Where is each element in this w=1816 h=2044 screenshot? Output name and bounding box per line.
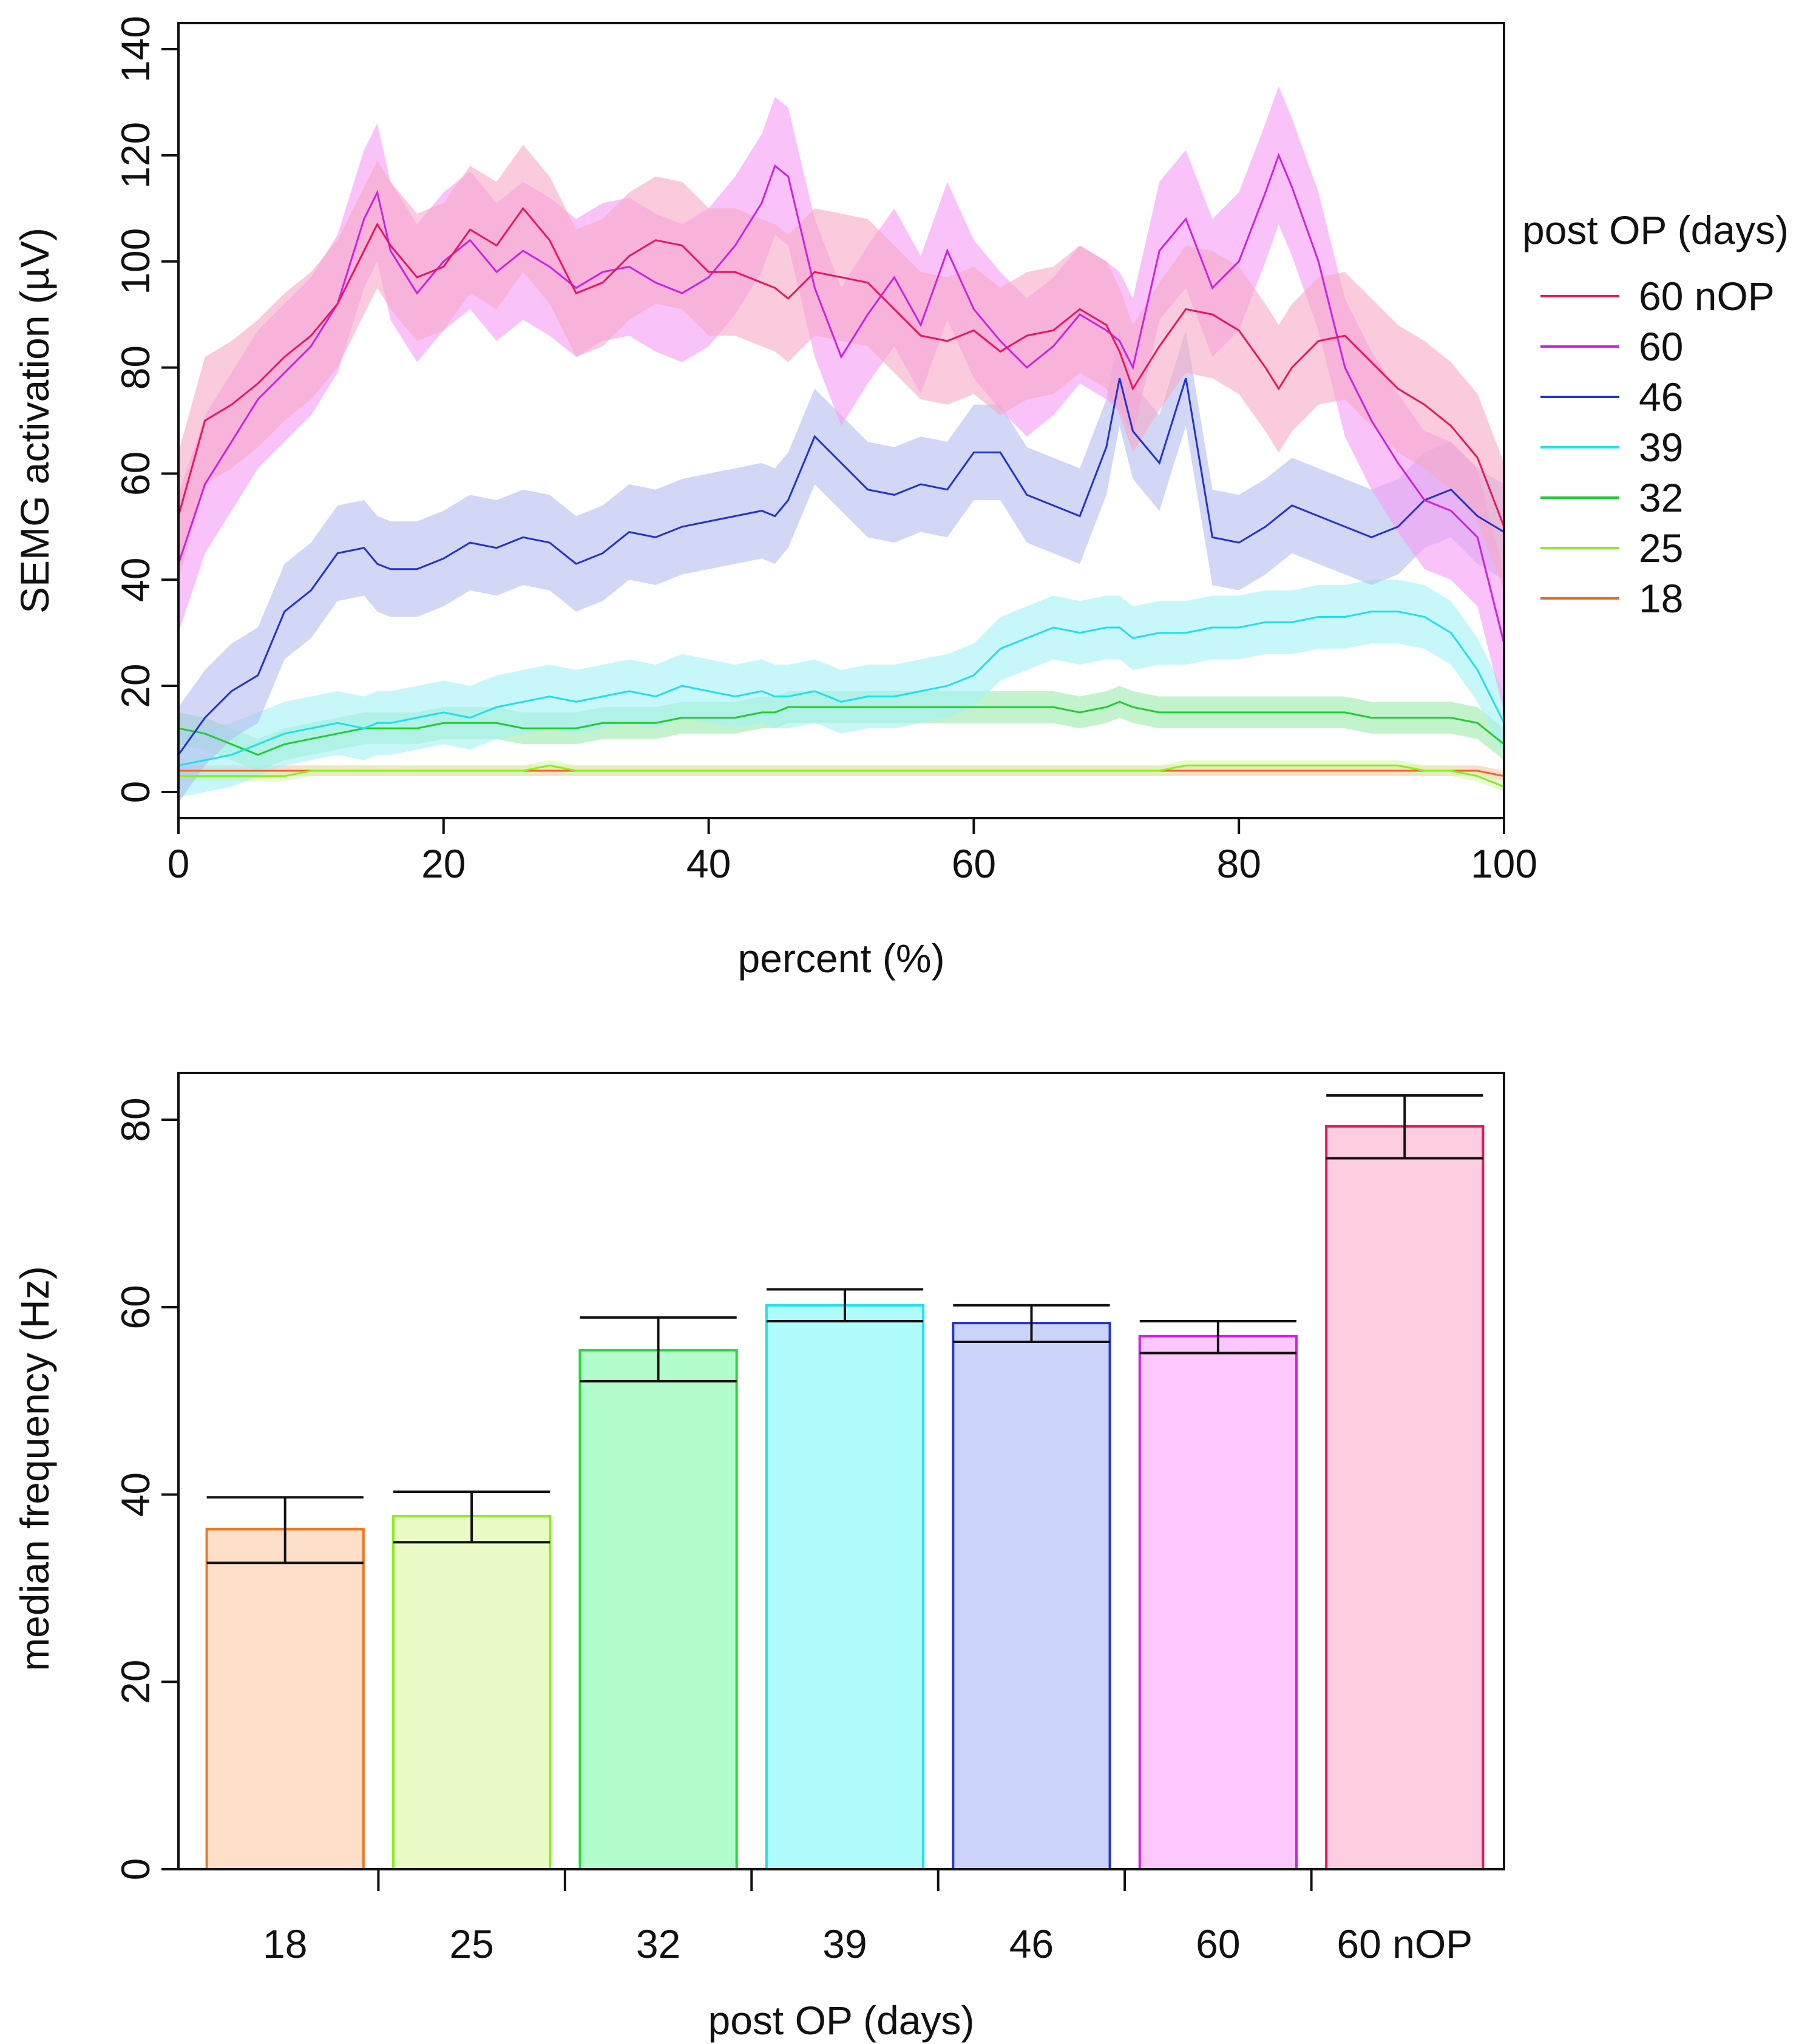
y-tick-label: 60 [113,1285,158,1329]
x-category-label: 39 [822,1921,867,1966]
bar-32 [578,1349,738,1871]
y-tick-label: 80 [113,1097,158,1142]
band-39 [178,580,1504,797]
series-line-60-nOP [177,206,1505,527]
y-tick-label: 40 [113,1472,158,1517]
legend-label: 25 [1639,526,1683,570]
x-category-label: 46 [1009,1921,1054,1966]
legend-label: 60 nOP [1639,274,1775,319]
band-60-nOP [178,144,1504,591]
confidence-bands [178,86,1504,803]
bar-18 [205,1528,365,1870]
y-tick-label: 0 [113,781,158,804]
x-axis-label: post OP (days) [708,1998,975,2043]
bar-25 [392,1515,552,1870]
y-tick-label: 20 [113,1660,158,1704]
x-axis-ticks: 0 20 40 60 80 100 [168,818,1537,886]
y-tick-label: 80 [113,345,158,390]
median-frequency-chart: 0 20 40 60 80 18 25 32 39 46 60 60 nOP post OP (da… [12,1072,1505,2043]
x-category-label: 60 nOP [1337,1921,1472,1966]
y-tick-label: 0 [113,1858,158,1881]
bar-60-nOP [1325,1125,1485,1870]
x-tick-label: 0 [168,841,190,886]
bar-39 [765,1304,925,1871]
legend: post OP (days) 60 nOP 60 46 39 32 25 18 [1522,208,1789,621]
x-category-label: 32 [636,1921,680,1966]
legend-label: 39 [1639,425,1683,470]
band-32 [178,686,1504,771]
bar-60 [1138,1335,1298,1870]
plot-frame [177,22,1505,819]
series-lines [177,152,1505,788]
x-tick-label: 60 [952,841,996,886]
series-line-39 [178,611,1505,766]
series-line-60 [177,152,1505,644]
legend-label: 18 [1639,576,1683,621]
y-axis-label: SEMG activation (µV) [12,228,57,614]
series-line-32 [178,700,1505,756]
x-tick-label: 20 [421,841,466,886]
x-tick-label: 100 [1471,841,1537,886]
y-tick-label: 100 [113,228,158,295]
y-axis-ticks: 0 20 40 60 80 100 120 140 [113,16,178,803]
bar-46 [952,1322,1111,1870]
x-category-label: 25 [449,1921,493,1966]
x-axis-ticks: 18 25 32 39 46 60 60 nOP [263,1869,1472,1966]
series-line-25 [178,764,1505,788]
y-tick-label: 20 [113,663,158,708]
error-bars [206,1094,1483,1565]
legend-label: 60 [1639,324,1683,369]
x-axis-label: percent (%) [737,936,944,981]
legend-entries: 60 nOP 60 46 39 32 25 18 [1540,274,1775,621]
y-tick-label: 140 [113,16,158,83]
semg-activation-chart: 0 20 40 60 80 100 120 140 0 20 40 60 80 100 percent … [12,16,1789,981]
legend-title: post OP (days) [1522,208,1789,252]
x-tick-label: 40 [686,841,731,886]
y-tick-label: 60 [113,452,158,496]
plot-frame [177,1072,1505,1870]
y-tick-label: 40 [113,558,158,602]
y-tick-label: 120 [113,122,158,189]
x-tick-label: 80 [1216,841,1261,886]
y-axis-ticks: 0 20 40 60 80 [113,1097,178,1880]
y-axis-label: median frequency (Hz) [12,1266,57,1671]
band-46 [178,330,1504,803]
legend-label: 32 [1639,475,1683,520]
x-category-label: 60 [1196,1921,1240,1966]
series-line-46 [177,377,1505,756]
legend-label: 46 [1639,374,1683,419]
bars [205,1125,1485,1871]
x-category-label: 18 [263,1921,307,1966]
